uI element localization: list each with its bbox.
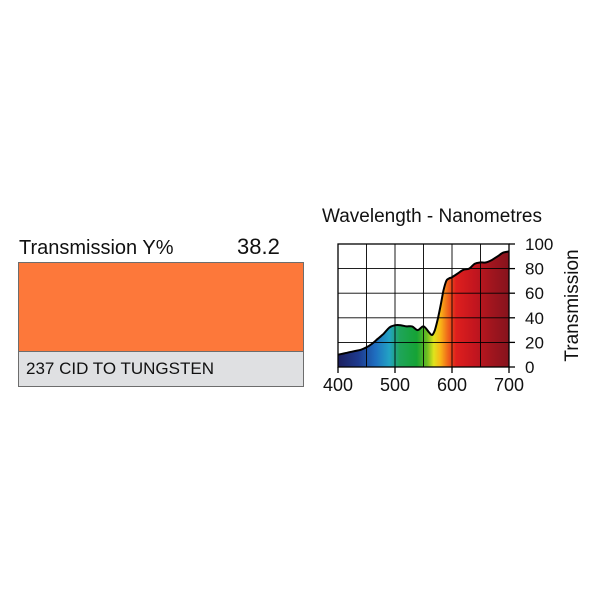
transmission-label: Transmission Y% [19, 237, 174, 259]
transmission-curve [337, 250, 510, 356]
y-axis-label: Transmission [562, 249, 583, 361]
x-tick-label: 600 [437, 375, 467, 395]
x-tick-label: 700 [494, 375, 524, 395]
filter-name: 237 CID TO TUNGSTEN [26, 359, 214, 378]
filter-name-bar: 237 CID TO TUNGSTEN [19, 352, 303, 386]
transmission-value: 38.2 [237, 234, 280, 259]
x-tick-label: 500 [380, 375, 410, 395]
y-tick-label: 80 [525, 260, 544, 279]
filter-swatch-card: 237 CID TO TUNGSTEN [18, 262, 304, 387]
y-tick-label: 60 [525, 284, 544, 303]
chart-title: Wavelength - Nanometres [322, 206, 543, 227]
filter-color-swatch [19, 263, 303, 351]
swatch-divider [19, 351, 303, 352]
y-tick-label: 20 [525, 333, 544, 352]
x-tick-label: 400 [323, 375, 353, 395]
y-tick-label: 40 [525, 309, 544, 328]
y-tick-label: 0 [525, 358, 534, 377]
y-tick-label: 100 [525, 235, 553, 254]
plot-frame [337, 243, 510, 368]
